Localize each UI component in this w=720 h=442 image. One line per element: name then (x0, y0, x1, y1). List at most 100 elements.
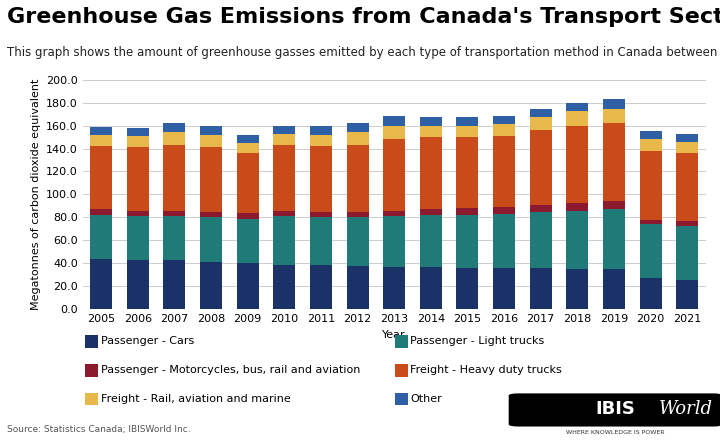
Bar (420, 126, 442, 137)
Bar (163, 145, 185, 210)
Bar (567, 269, 588, 309)
Bar (310, 126, 332, 135)
Bar (603, 202, 625, 210)
Bar (456, 137, 479, 208)
Bar (90, 135, 112, 146)
Bar (493, 214, 515, 268)
Bar (274, 210, 295, 216)
Bar (676, 141, 698, 153)
Bar (603, 123, 625, 202)
Bar (603, 210, 625, 269)
Text: Passenger - Light trucks: Passenger - Light trucks (410, 336, 544, 346)
Bar (383, 267, 405, 309)
Bar (200, 147, 222, 212)
Bar (310, 217, 332, 265)
Bar (639, 278, 662, 309)
Bar (310, 146, 332, 212)
Bar (530, 130, 552, 205)
Bar (163, 133, 185, 145)
Bar (603, 269, 625, 309)
Bar (237, 263, 258, 309)
Bar (456, 268, 479, 309)
Bar (493, 268, 515, 309)
Text: Passenger - Motorcycles, bus, rail and aviation: Passenger - Motorcycles, bus, rail and a… (101, 365, 360, 375)
Bar (603, 110, 625, 123)
Bar (163, 260, 185, 309)
Bar (639, 139, 662, 151)
Bar (90, 215, 112, 259)
Bar (127, 216, 149, 260)
Text: Freight - Heavy duty trucks: Freight - Heavy duty trucks (410, 365, 562, 375)
Bar (310, 265, 332, 309)
Bar (639, 151, 662, 220)
Bar (493, 116, 515, 124)
Bar (456, 118, 479, 126)
Bar (567, 103, 588, 110)
Bar (163, 123, 185, 133)
Bar (90, 146, 112, 210)
Bar (200, 217, 222, 262)
Bar (676, 279, 698, 309)
Bar (163, 210, 185, 216)
Bar (274, 265, 295, 309)
Bar (383, 210, 405, 216)
Text: Source: Statistics Canada; IBISWorld Inc.: Source: Statistics Canada; IBISWorld Inc… (7, 425, 191, 434)
Bar (530, 212, 552, 268)
Bar (310, 212, 332, 217)
FancyBboxPatch shape (508, 393, 720, 427)
Bar (676, 225, 698, 279)
Bar (420, 210, 442, 215)
Text: Other: Other (410, 394, 442, 404)
Bar (310, 135, 332, 146)
Bar (346, 217, 369, 266)
Bar (530, 205, 552, 212)
Bar (530, 268, 552, 309)
Bar (127, 136, 149, 147)
Bar (274, 133, 295, 145)
Bar (200, 126, 222, 135)
X-axis label: Year: Year (382, 330, 406, 340)
Text: Freight - Rail, aviation and marine: Freight - Rail, aviation and marine (101, 394, 291, 404)
Bar (200, 135, 222, 147)
Bar (567, 126, 588, 202)
Bar (237, 143, 258, 153)
Text: World: World (658, 400, 712, 418)
Bar (493, 207, 515, 214)
Text: Greenhouse Gas Emissions from Canada's Transport Sector: Greenhouse Gas Emissions from Canada's T… (7, 7, 720, 27)
Bar (567, 110, 588, 126)
Bar (90, 259, 112, 309)
Bar (383, 126, 405, 139)
Bar (237, 219, 258, 263)
Bar (237, 153, 258, 213)
Bar (346, 123, 369, 133)
Bar (530, 118, 552, 130)
Bar (383, 116, 405, 126)
Bar (493, 136, 515, 207)
Text: This graph shows the amount of greenhouse gasses emitted by each type of transpo: This graph shows the amount of greenhous… (7, 46, 720, 59)
Bar (127, 210, 149, 216)
Bar (420, 267, 442, 309)
Bar (127, 128, 149, 136)
Bar (200, 212, 222, 217)
Text: WHERE KNOWLEDGE IS POWER: WHERE KNOWLEDGE IS POWER (567, 430, 665, 435)
Bar (383, 139, 405, 210)
Bar (639, 220, 662, 225)
Bar (346, 145, 369, 212)
Bar (676, 133, 698, 141)
Bar (237, 213, 258, 219)
Bar (567, 202, 588, 210)
Bar (456, 215, 479, 268)
Bar (493, 124, 515, 136)
Bar (530, 110, 552, 118)
Bar (456, 126, 479, 137)
Bar (676, 221, 698, 225)
Bar (676, 153, 698, 221)
Bar (346, 266, 369, 309)
Bar (237, 135, 258, 143)
Bar (90, 210, 112, 215)
Text: Passenger - Cars: Passenger - Cars (101, 336, 194, 346)
Bar (274, 145, 295, 210)
Bar (420, 215, 442, 267)
Bar (274, 216, 295, 265)
Text: IBIS: IBIS (595, 400, 636, 418)
